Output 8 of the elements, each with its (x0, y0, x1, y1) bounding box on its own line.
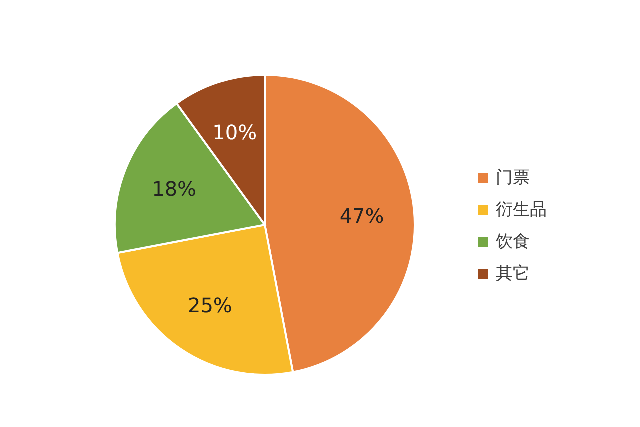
data-label: 47% (340, 204, 384, 228)
legend-label: 其它 (496, 264, 530, 284)
data-label: 18% (152, 177, 197, 202)
data-label: 10% (212, 120, 258, 144)
legend-label: 饮食 (495, 232, 530, 252)
legend-label: 门票 (496, 168, 530, 188)
legend-label: 衍生品 (496, 200, 547, 220)
data-label: 25% (188, 294, 232, 318)
